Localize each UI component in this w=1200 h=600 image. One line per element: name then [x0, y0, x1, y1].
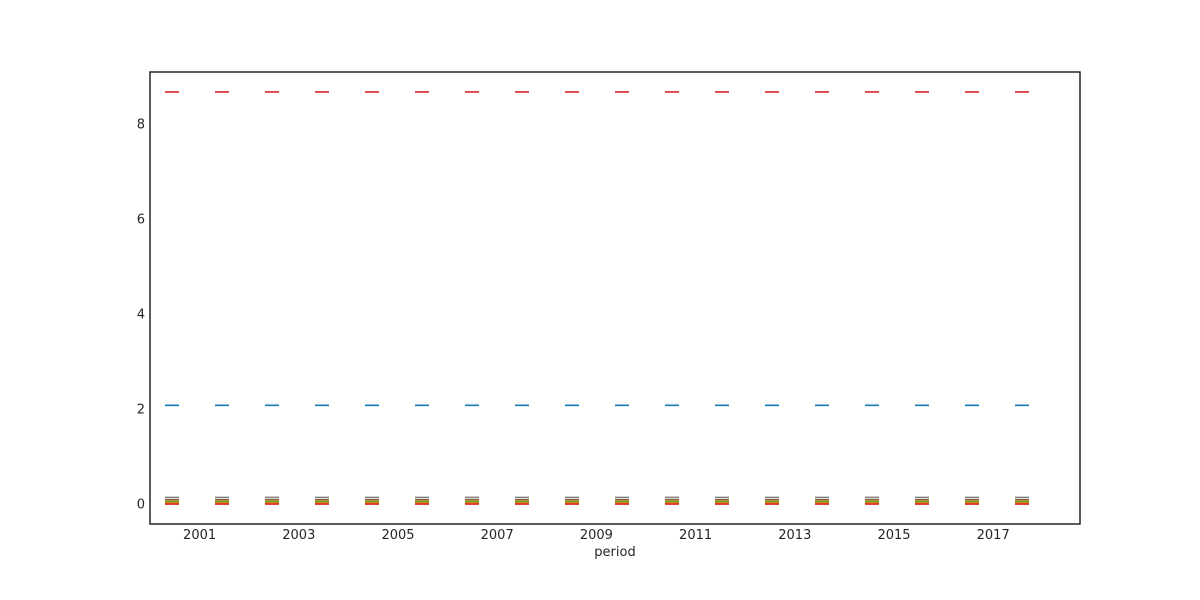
series-layer [150, 91, 1043, 505]
x-tick-label: 2005 [381, 528, 414, 543]
plot-frame [149, 71, 1081, 525]
x-tick-labels: 2001 2003 2005 2007 2009 2011 2013 2015 2017 [183, 528, 1010, 543]
y-tick-label: 0 [137, 498, 145, 513]
y-tick-label: 8 [137, 118, 145, 133]
y-tick-labels: 0 2 4 6 8 [137, 118, 145, 513]
x-tick-label: 2007 [481, 528, 514, 543]
y-tick-label: 2 [137, 403, 145, 418]
x-tick-label: 2003 [282, 528, 315, 543]
y-tick-label: 4 [137, 308, 145, 323]
x-axis-label: period [594, 545, 635, 560]
x-tick-label: 2011 [679, 528, 712, 543]
x-tick-label: 2009 [580, 528, 613, 543]
x-tick-label: 2015 [877, 528, 910, 543]
x-tick-label: 2017 [977, 528, 1010, 543]
x-tick-label: 2013 [778, 528, 811, 543]
x-tick-label: 2001 [183, 528, 216, 543]
y-tick-label: 6 [137, 213, 145, 228]
